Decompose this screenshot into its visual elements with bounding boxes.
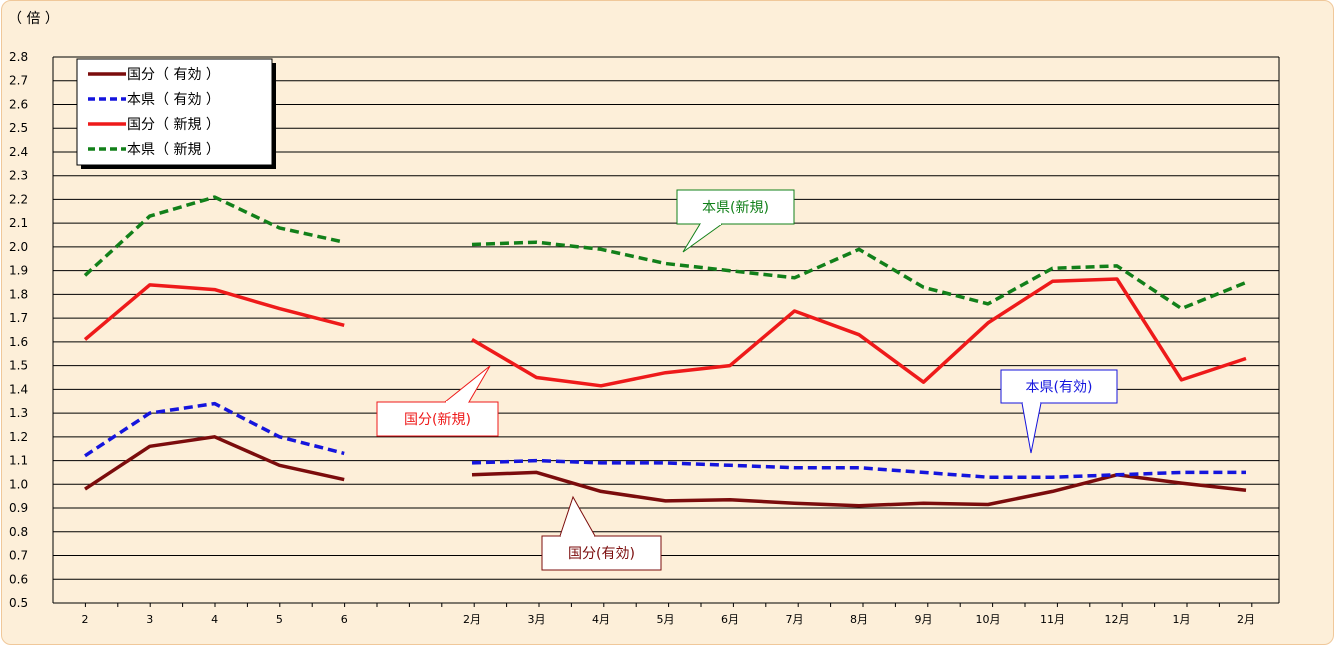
legend-label: 本県（ 有効 ） xyxy=(127,92,220,108)
legend: 国分（ 有効 ） 本県（ 有効 ） 国分（ 新規 ） 本県（ 新規 ） xyxy=(76,58,276,169)
x-tick-label: 1月 xyxy=(1173,613,1191,626)
callout-label: 国分(新規) xyxy=(404,412,471,428)
x-tick-label: 3 xyxy=(146,613,153,626)
series-line-2-segment-1 xyxy=(471,277,1247,388)
callout-box xyxy=(376,401,499,437)
callout-pointer xyxy=(444,365,491,403)
series-line-3-segment-0 xyxy=(83,195,345,277)
unit-label: （ 倍 ） xyxy=(8,11,59,27)
callout-label: 本県(有効) xyxy=(1026,380,1093,396)
y-tick-label: 1.0 xyxy=(9,477,28,491)
x-tick-label: 2月 xyxy=(463,613,481,626)
y-tick-label: 1.9 xyxy=(9,264,28,278)
x-tick-label: 6 xyxy=(341,613,348,626)
callout-box xyxy=(1000,369,1118,404)
x-tick-label: 8月 xyxy=(850,613,868,626)
y-tick-label: 0.5 xyxy=(9,596,28,610)
series-line-0-segment-0 xyxy=(84,435,345,491)
y-tick-label: 1.6 xyxy=(9,335,28,349)
y-tick-label: 1.1 xyxy=(9,454,28,468)
y-tick-label: 2.2 xyxy=(9,192,28,206)
y-tick-label: 1.4 xyxy=(9,382,28,396)
y-tick-label: 2.8 xyxy=(9,50,28,64)
series-line-1-segment-0 xyxy=(84,401,345,458)
x-axis: 2 3 4 5 6 2月 3月 4月 5月 6月 7月 8月 9月 10月 11月 12月 1月 2月 xyxy=(82,603,1255,626)
x-tick-label: 5月 xyxy=(657,613,675,626)
series-line-1-segment-1 xyxy=(471,458,1246,479)
series-lines xyxy=(83,195,1247,508)
y-tick-label: 1.2 xyxy=(9,430,28,444)
y-tick-label: 1.7 xyxy=(9,311,28,325)
series-line-2-segment-0 xyxy=(83,283,345,341)
callout-2: 本県(有効) xyxy=(1000,369,1118,454)
x-tick-label: 4 xyxy=(211,613,218,626)
x-tick-label: 2 xyxy=(82,613,89,626)
callout-1: 国分(新規) xyxy=(376,365,499,437)
callout-pointer xyxy=(682,223,723,253)
y-tick-label: 2.1 xyxy=(9,216,28,230)
x-tick-label: 2月 xyxy=(1237,613,1255,626)
y-tick-label: 0.8 xyxy=(9,525,28,539)
y-tick-label: 1.3 xyxy=(9,406,28,420)
series-line-0-segment-1 xyxy=(471,470,1247,508)
callout-label: 国分(有効) xyxy=(568,546,635,562)
x-tick-label: 11月 xyxy=(1040,613,1065,626)
y-tick-label: 2.3 xyxy=(9,169,28,183)
x-tick-label: 5 xyxy=(276,613,283,626)
callout-label: 本県(新規) xyxy=(702,200,769,216)
y-tick-label: 0.6 xyxy=(9,572,28,586)
callout-0: 本県(新規) xyxy=(676,189,795,253)
x-tick-label: 4月 xyxy=(592,613,610,626)
y-tick-label: 2.0 xyxy=(9,240,28,254)
y-tick-label: 2.7 xyxy=(9,74,28,88)
callout-pointer xyxy=(1021,402,1042,454)
y-tick-label: 1.8 xyxy=(9,287,28,301)
x-tick-label: 3月 xyxy=(528,613,546,626)
callout-pointer xyxy=(559,495,596,537)
legend-box xyxy=(76,58,273,166)
x-tick-label: 10月 xyxy=(976,613,1001,626)
legend-label: 国分（ 有効 ） xyxy=(127,67,220,83)
legend-label: 国分（ 新規 ） xyxy=(127,117,220,133)
legend-label: 本県（ 新規 ） xyxy=(127,142,220,158)
x-tick-label: 9月 xyxy=(915,613,933,626)
y-tick-label: 2.6 xyxy=(9,97,28,111)
series-line-3-segment-1 xyxy=(471,240,1247,311)
x-tick-label: 6月 xyxy=(721,613,739,626)
callout-3: 国分(有効) xyxy=(541,495,662,571)
y-tick-label: 2.5 xyxy=(9,121,28,135)
callouts: 本県(新規) 国分(新規) 本県(有効) 国分(有効) xyxy=(376,189,1118,571)
x-tick-label: 12月 xyxy=(1105,613,1130,626)
x-tick-label: 7月 xyxy=(786,613,804,626)
callout-box xyxy=(541,535,662,571)
y-tick-label: 0.7 xyxy=(9,549,28,563)
y-tick-label: 2.4 xyxy=(9,145,28,159)
y-tick-label: 1.5 xyxy=(9,359,28,373)
y-tick-label: 0.9 xyxy=(9,501,28,515)
y-axis: 0.5 0.6 0.7 0.8 0.9 1.0 1.1 1.2 1.3 1.4 1.5 1.6 1.7 1… xyxy=(9,50,28,610)
callout-box xyxy=(676,189,795,225)
